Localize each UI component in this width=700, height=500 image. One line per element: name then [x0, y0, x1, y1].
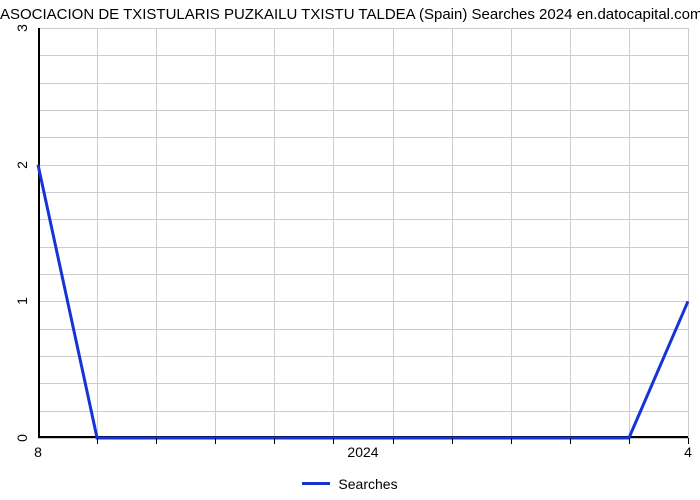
x-tick [156, 438, 157, 444]
x-tick [215, 438, 216, 444]
x-tick [629, 438, 630, 444]
y-tick-label: 0 [14, 428, 30, 448]
x-tick [570, 438, 571, 444]
x-center-label: 2024 [347, 444, 378, 460]
x-tick [274, 438, 275, 444]
line-svg [38, 28, 688, 438]
chart-title: ASOCIACION DE TXISTULARIS PUZKAILU TXIST… [0, 6, 700, 23]
y-tick-label: 1 [14, 291, 30, 311]
x-tick [393, 438, 394, 444]
gridline-v [688, 28, 689, 438]
legend-label: Searches [338, 476, 397, 492]
x-tick [511, 438, 512, 444]
legend-item-searches: Searches [302, 476, 397, 492]
chart-container: ASOCIACION DE TXISTULARIS PUZKAILU TXIST… [0, 0, 700, 500]
x-tick [333, 438, 334, 444]
plot-area [38, 28, 688, 438]
x-tick [97, 438, 98, 444]
legend: Searches [0, 472, 700, 492]
x-right-label: 4 [684, 444, 692, 460]
x-left-label: 8 [34, 444, 42, 460]
x-tick [452, 438, 453, 444]
legend-swatch [302, 482, 330, 485]
y-tick-label: 3 [14, 18, 30, 38]
series-searches [38, 165, 688, 438]
y-tick-label: 2 [14, 155, 30, 175]
